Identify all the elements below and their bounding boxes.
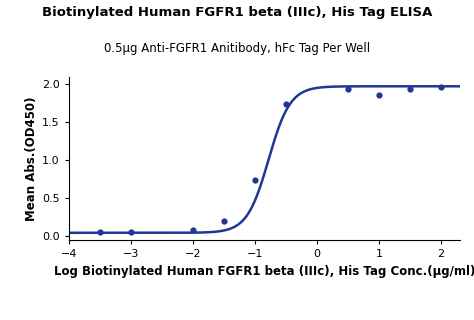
X-axis label: Log Biotinylated Human FGFR1 beta (IIIc), His Tag Conc.(μg/ml): Log Biotinylated Human FGFR1 beta (IIIc)… <box>54 265 474 277</box>
Text: 0.5μg Anti-FGFR1 Anitibody, hFc Tag Per Well: 0.5μg Anti-FGFR1 Anitibody, hFc Tag Per … <box>104 42 370 55</box>
Y-axis label: Mean Abs.(OD450): Mean Abs.(OD450) <box>25 96 38 221</box>
Text: Biotinylated Human FGFR1 beta (IIIc), His Tag ELISA: Biotinylated Human FGFR1 beta (IIIc), Hi… <box>42 6 432 20</box>
